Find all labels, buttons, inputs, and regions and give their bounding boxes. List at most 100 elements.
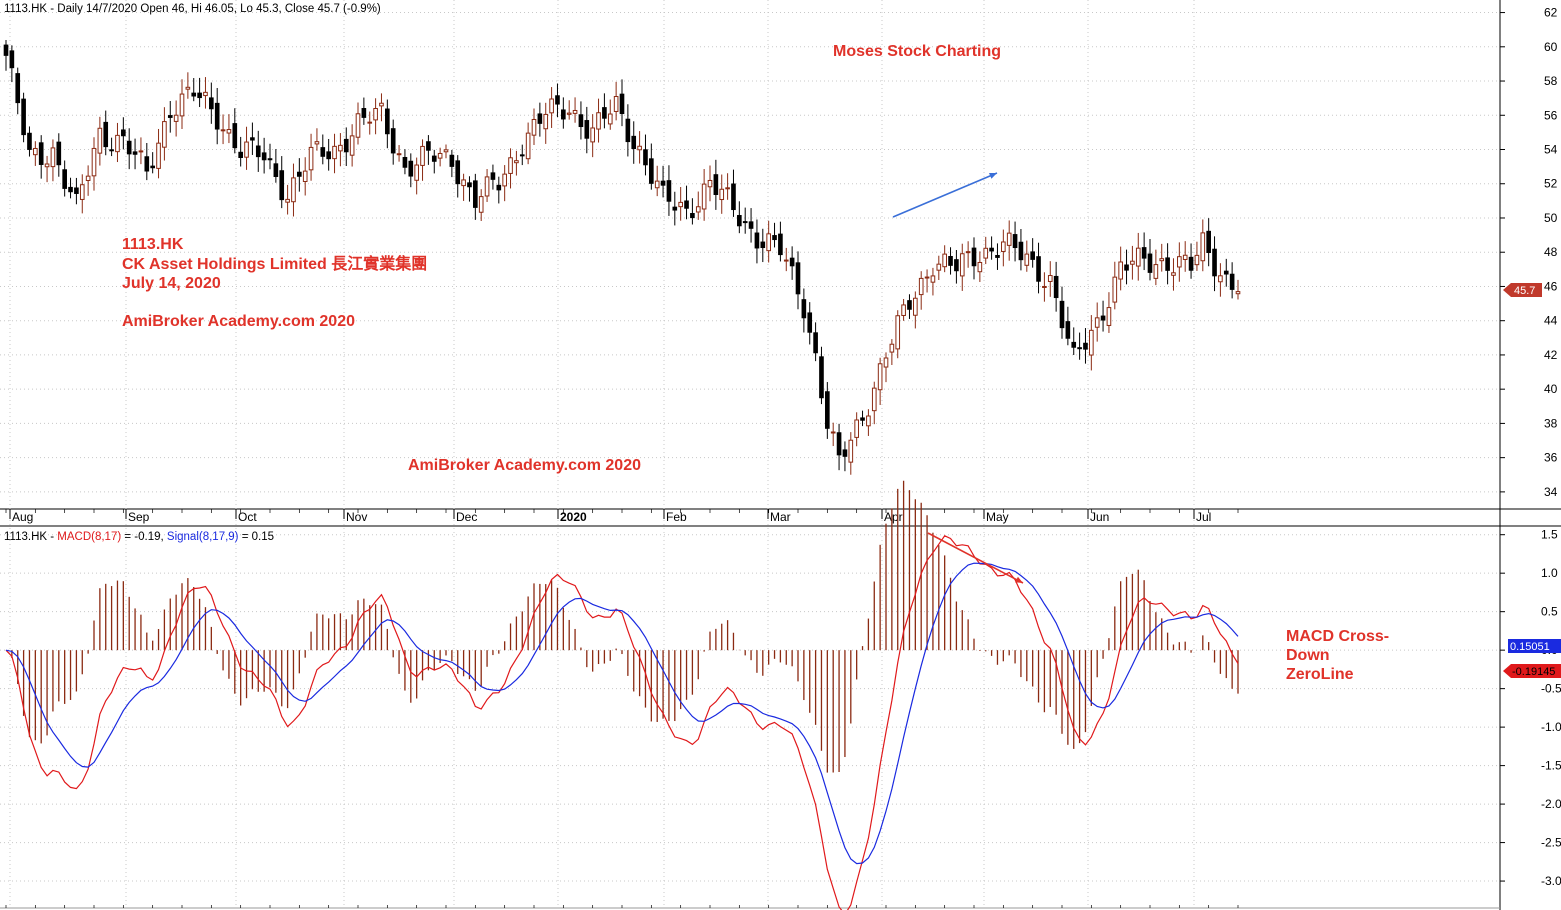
candle-body: [537, 113, 543, 124]
candle-body: [555, 95, 560, 105]
candle-body: [883, 357, 889, 368]
candle-body: [1194, 254, 1200, 266]
candle-body: [1206, 230, 1211, 254]
candle-body: [68, 186, 73, 193]
candle-body: [737, 215, 742, 227]
candle-body: [33, 147, 38, 156]
candle-body: [807, 312, 813, 333]
candle-body: [566, 112, 572, 115]
signal-line: [5, 562, 1239, 865]
candle-body: [625, 118, 631, 143]
candle-body: [754, 232, 760, 249]
macd-value-badge-text: -0.19145: [1512, 666, 1555, 678]
candle-body: [789, 257, 795, 267]
month-tick-label: Dec: [456, 510, 477, 524]
candle-body: [109, 149, 114, 152]
candle-body: [1188, 256, 1194, 271]
candle-body: [643, 149, 648, 166]
macd-cross-annotation-line1: MACD Cross-: [1286, 628, 1390, 645]
candle-body: [44, 163, 50, 168]
candle-body: [238, 151, 243, 159]
candle-body: [1165, 257, 1170, 271]
candle-body: [989, 247, 994, 252]
macd-header-ticker: 1113.HK -: [4, 531, 57, 543]
candle-body: [649, 158, 654, 184]
candle-body: [1112, 276, 1118, 303]
candle-body: [731, 183, 736, 211]
candle-body: [291, 177, 296, 203]
candle-body: [959, 253, 965, 277]
candle-body: [1130, 260, 1135, 265]
candle-body: [695, 206, 701, 213]
macd-tick-label: 1.0: [1541, 566, 1558, 580]
candle-body: [132, 151, 138, 155]
candle-body: [1223, 270, 1229, 275]
candle-body: [549, 98, 554, 114]
candle-body: [877, 363, 883, 391]
candle-body: [901, 304, 906, 316]
candle-body: [660, 180, 666, 186]
candle-body: [1218, 275, 1223, 283]
candle-body: [167, 115, 173, 118]
candle-body: [948, 255, 953, 266]
candle-body: [836, 432, 842, 456]
macd-tick-label: 0.5: [1541, 605, 1558, 619]
candle-body: [85, 175, 91, 181]
candle-body: [74, 187, 79, 194]
candle-body: [654, 180, 660, 189]
month-tick-label: 2020: [560, 510, 587, 524]
moses-annotation: Moses Stock Charting: [833, 43, 1002, 60]
candle-body: [854, 419, 859, 438]
candle-body: [27, 132, 32, 150]
candle-body: [631, 135, 637, 149]
candle-body: [179, 93, 185, 117]
candle-body: [1053, 275, 1059, 299]
price-y-axis: 34 36 38 40 42 44 46 48 50 52 54 56 58 60 62: [1500, 6, 1558, 499]
candle-body: [690, 213, 695, 219]
candle-body: [561, 109, 566, 120]
candle-body: [15, 73, 21, 104]
annotation-arrows: [892, 172, 1024, 584]
candle-body: [965, 251, 971, 254]
candle-body: [860, 417, 865, 421]
candle-body: [56, 141, 62, 166]
candle-body: [126, 140, 132, 155]
candle-body: [889, 343, 895, 353]
candle-body: [590, 127, 595, 143]
candle-body: [1100, 315, 1106, 321]
macd-tick-label: -0.5: [1541, 682, 1561, 696]
candle-body: [913, 297, 918, 316]
candle-body: [672, 206, 678, 211]
candle-body: [572, 109, 578, 114]
candle-body: [496, 184, 502, 191]
candle-body: [9, 50, 15, 69]
candle-body: [1135, 247, 1141, 267]
candle-body: [772, 235, 777, 241]
price-trend-arrow-head: [989, 173, 997, 179]
candle-body: [1001, 241, 1006, 252]
macd-y-axis: -3.0-2.5-2.0-1.5-1.0-0.50.00.51.01.5: [1500, 528, 1561, 888]
candle-body: [1177, 256, 1182, 268]
price-tick-label: 56: [1544, 108, 1558, 122]
company-annotation: CK Asset Holdings Limited 長江實業集團: [122, 256, 428, 273]
symbol-annotation: 1113.HK: [122, 236, 184, 253]
candle-body: [402, 156, 408, 168]
candle-body: [467, 182, 472, 188]
price-tick-label: 42: [1544, 348, 1558, 362]
last-price-badge: [1503, 283, 1542, 297]
candle-body: [144, 156, 150, 172]
candle-body: [385, 108, 390, 135]
candle-body: [1229, 273, 1235, 290]
candle-body: [273, 163, 279, 177]
candle-body: [220, 129, 226, 132]
candle-body: [3, 44, 9, 56]
candle-body: [1124, 264, 1129, 271]
candle-body: [279, 170, 285, 201]
signal-header-value: = 0.15: [239, 531, 275, 543]
candle-body: [379, 102, 384, 107]
candle-body: [519, 154, 525, 157]
price-candles: [3, 39, 1241, 475]
candle-body: [1083, 342, 1088, 350]
candle-body: [1089, 329, 1094, 356]
candle-body: [185, 86, 191, 90]
